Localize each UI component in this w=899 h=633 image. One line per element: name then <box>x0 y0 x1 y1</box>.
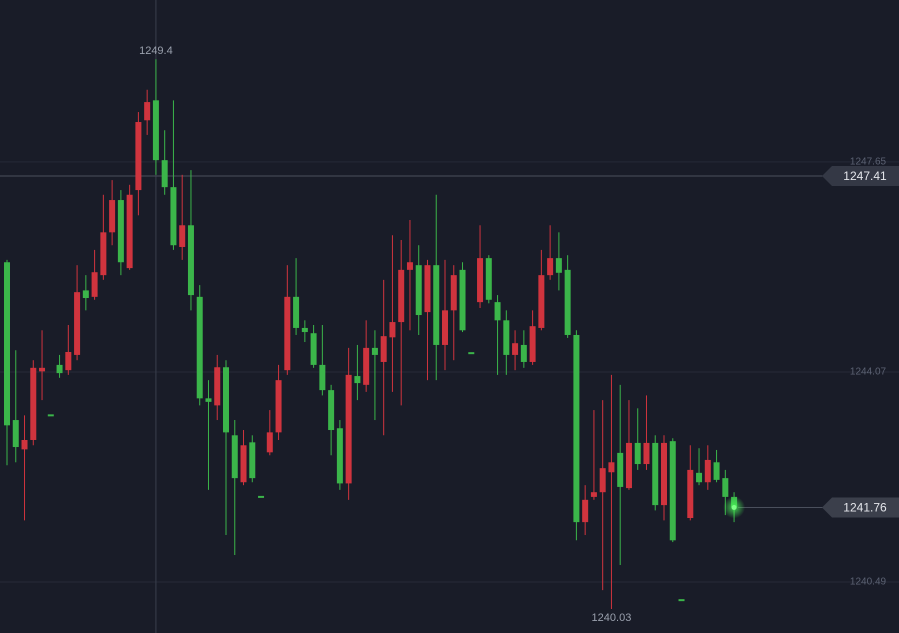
candle-body <box>275 380 282 433</box>
candle-body <box>152 100 159 161</box>
candle-body <box>608 462 615 473</box>
candle-body <box>652 442 659 506</box>
last-price-dot <box>731 504 737 510</box>
candle-body <box>450 275 457 311</box>
candle-body <box>599 468 606 493</box>
candle-body <box>713 462 720 480</box>
candle-body <box>459 269 466 331</box>
candle-body <box>529 326 536 362</box>
candle-body <box>363 347 370 385</box>
candle-body <box>310 333 317 365</box>
candle-body <box>266 432 273 453</box>
candle-body <box>109 200 116 233</box>
candle-body <box>74 292 81 355</box>
candle-body <box>100 232 107 276</box>
candle-body <box>687 469 694 519</box>
candle-body <box>196 296 203 399</box>
candle-body <box>590 492 597 497</box>
crosshair-price-label-box <box>822 165 899 186</box>
candle-body <box>678 599 685 602</box>
candle-body <box>371 347 378 355</box>
candle-body <box>625 442 632 489</box>
candle-body <box>21 439 28 450</box>
candle-body <box>406 262 413 270</box>
candle-body <box>669 441 676 541</box>
candle-body <box>56 364 63 374</box>
low-label: 1240.03 <box>592 612 632 624</box>
candle-body <box>82 290 89 299</box>
candle-body <box>538 275 545 328</box>
candle-body <box>231 435 238 479</box>
crosshair-price-label: 1247.41 <box>843 169 887 183</box>
candle-body <box>65 351 72 371</box>
candle-body <box>170 187 177 246</box>
candle-body <box>4 262 10 426</box>
candle-body <box>47 414 54 417</box>
y-tick-label: 1244.07 <box>850 367 887 378</box>
candle-body <box>249 442 256 479</box>
y-tick-label: 1240.49 <box>850 577 887 588</box>
last-price-label: 1241.76 <box>843 501 887 515</box>
candle-body <box>336 428 343 484</box>
candle-body <box>696 472 703 483</box>
last-price-label-box <box>822 497 899 518</box>
candle-body <box>520 344 527 362</box>
candle-body <box>161 160 168 188</box>
candle-body <box>39 367 46 372</box>
candle-body <box>643 442 650 465</box>
candle-body <box>468 352 475 355</box>
candle-body <box>424 265 431 313</box>
candle-body <box>494 302 501 321</box>
candle-body <box>240 445 247 483</box>
candle-body <box>284 296 291 371</box>
candle-body <box>30 367 37 440</box>
candle-body <box>135 122 142 191</box>
candle-body <box>91 272 98 297</box>
candle-body <box>477 258 484 303</box>
y-tick-label: 1247.65 <box>850 157 887 168</box>
candle-body <box>117 200 124 263</box>
candle-body <box>415 265 422 316</box>
candle-body <box>442 310 448 345</box>
candle-body <box>704 459 711 483</box>
candle-body <box>179 225 186 247</box>
candle-body <box>661 442 667 506</box>
candle-body <box>354 376 361 384</box>
candle-body <box>293 296 300 328</box>
candle-body <box>634 442 641 465</box>
candle-body <box>328 390 335 431</box>
candle-body <box>345 374 352 484</box>
candle-body <box>503 320 510 355</box>
candle-body <box>126 194 133 269</box>
candle-body <box>205 398 212 402</box>
candle-body <box>319 364 326 391</box>
candle-body <box>617 452 624 487</box>
candle-body <box>582 499 589 523</box>
candle-body <box>573 334 580 523</box>
candle-body <box>380 336 387 362</box>
candle-body <box>187 225 194 296</box>
candle-body <box>722 478 729 497</box>
candle-body <box>258 495 265 498</box>
candle-body <box>389 322 396 338</box>
candle-body <box>547 258 554 276</box>
candle-body <box>301 327 308 333</box>
candle-body <box>144 102 151 121</box>
candle-body <box>564 269 571 335</box>
candle-body <box>223 367 229 433</box>
candle-body <box>12 420 19 448</box>
candle-body <box>555 258 562 273</box>
candle-body <box>214 367 221 406</box>
high-label: 1249.4 <box>139 45 173 57</box>
candle-body <box>485 258 492 300</box>
candle-body <box>512 343 519 355</box>
candle-body <box>433 265 440 345</box>
candle-body <box>398 269 405 323</box>
